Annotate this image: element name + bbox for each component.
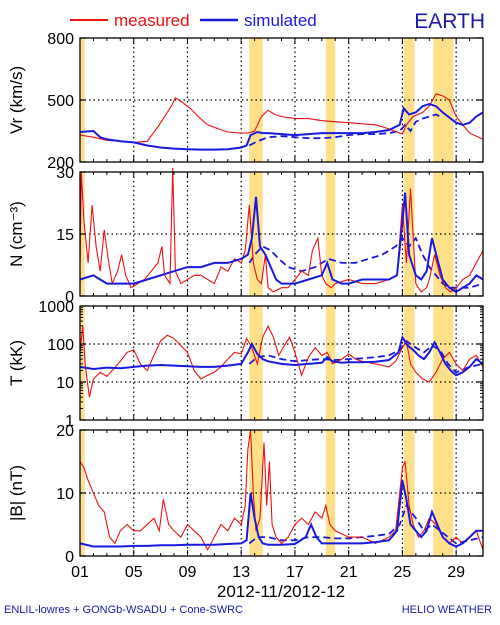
y-tick-label: 200 <box>47 155 74 172</box>
panel-3: 1 10 100 1000 T (kK) <box>7 299 484 430</box>
simulated-secondary-line <box>248 113 444 147</box>
cme-band <box>325 306 336 420</box>
cme-band <box>325 430 336 556</box>
simulated-line <box>79 103 484 151</box>
x-tick-label: 29 <box>447 564 465 581</box>
y-tick-label: 1 <box>65 413 74 430</box>
x-tick-label: 09 <box>179 564 197 581</box>
x-tick-label: 05 <box>125 564 143 581</box>
y-tick-label: 800 <box>47 31 74 48</box>
panel-1: 200 500 800 Vr (km/s) <box>7 31 484 172</box>
y-tick-label: 1000 <box>38 299 74 316</box>
measured-line <box>79 167 484 293</box>
cme-band <box>403 306 415 420</box>
y-axis-label: Vr (km/s) <box>7 66 26 134</box>
y-tick-label: 500 <box>47 93 74 110</box>
panel-4: 0 10 20 |B| (nT) <box>7 423 484 566</box>
simulated-secondary-line <box>248 503 484 545</box>
cme-band <box>325 38 336 162</box>
y-axis-label: N (cm⁻³) <box>7 201 26 267</box>
simulated-line <box>79 192 484 294</box>
y-axis-label: |B| (nT) <box>7 465 26 521</box>
y-tick-label: 15 <box>56 227 74 244</box>
legend-simulated-label: simulated <box>244 11 317 30</box>
model-caption: ENLIL-lowres + GONGb-WSADU + Cone-SWRC <box>4 604 243 616</box>
y-axis-label: T (kK) <box>7 340 26 386</box>
y-tick-label: 30 <box>56 165 74 182</box>
y-tick-label: 0 <box>65 549 74 566</box>
y-tick-label: 20 <box>56 423 74 440</box>
x-tick-label: 01 <box>71 564 89 581</box>
measured-line <box>79 429 484 551</box>
x-tick-label: 17 <box>286 564 304 581</box>
x-tick-label: 13 <box>232 564 250 581</box>
simulated-secondary-line <box>248 339 484 374</box>
cme-band <box>433 306 454 420</box>
legend: measured simulated EARTH <box>70 10 485 33</box>
cme-band <box>433 38 454 162</box>
x-tick-label: 21 <box>340 564 358 581</box>
measured-line <box>79 324 484 398</box>
y-tick-label: 10 <box>56 375 74 392</box>
y-tick-label: 10 <box>56 486 74 503</box>
y-tick-label: 0 <box>65 289 74 306</box>
cme-band <box>80 306 85 420</box>
location-label: EARTH <box>414 10 485 33</box>
simulated-line <box>79 334 484 377</box>
y-tick-label: 100 <box>47 337 74 354</box>
panel-2: 0 15 30 N (cm⁻³) <box>7 165 484 306</box>
simulated-line <box>79 480 483 548</box>
x-axis-title: 2012-11/2012-12 <box>217 582 345 601</box>
cme-band <box>249 306 263 420</box>
legend-measured-label: measured <box>114 11 190 30</box>
x-axis: 01 05 09 13 17 21 25 29 <box>71 564 465 581</box>
cme-band <box>325 172 336 296</box>
brand-caption: HELIO WEATHER <box>401 604 492 616</box>
simulated-secondary-line <box>248 236 484 289</box>
x-tick-label: 25 <box>394 564 412 581</box>
